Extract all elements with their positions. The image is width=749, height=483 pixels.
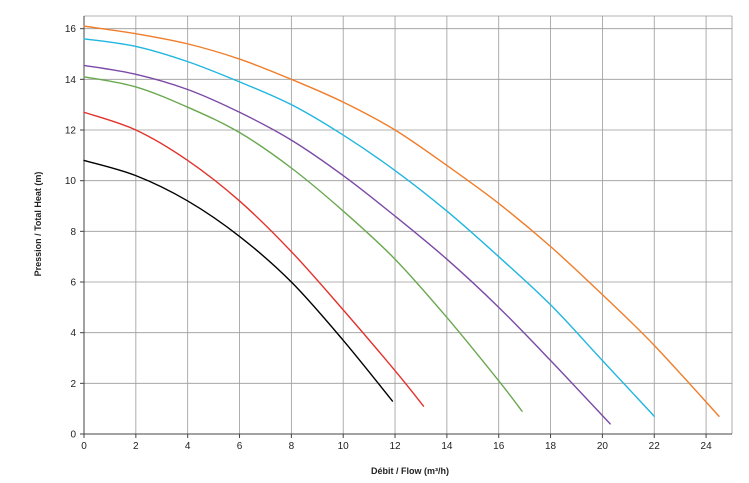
y-tick-label-1: 2 — [70, 379, 76, 390]
series-line-6 — [83, 25, 720, 417]
x-tick-label-10: 20 — [597, 441, 609, 452]
series-line-4 — [83, 64, 611, 425]
x-axis-title: Débit / Flow (m³/h) — [371, 466, 449, 476]
y-tick-label-4: 8 — [70, 227, 76, 238]
series-line-5 — [83, 38, 655, 417]
series-group — [83, 25, 720, 425]
x-tick-label-12: 24 — [701, 441, 713, 452]
x-tick-label-2: 4 — [185, 441, 191, 452]
y-tick-label-3: 6 — [70, 278, 76, 289]
x-tick-label-4: 8 — [289, 441, 295, 452]
y-tick-label-5: 10 — [65, 176, 77, 187]
axes — [80, 16, 732, 438]
x-tick-label-8: 16 — [493, 441, 505, 452]
series-line-2 — [83, 111, 425, 407]
x-tick-label-11: 22 — [649, 441, 661, 452]
y-tick-label-0: 0 — [70, 430, 76, 441]
series-line-3 — [83, 76, 523, 412]
x-tick-label-1: 2 — [133, 441, 139, 452]
series-line-1 — [83, 159, 394, 402]
x-tick-label-7: 14 — [441, 441, 453, 452]
x-tick-label-5: 10 — [338, 441, 350, 452]
x-tick-label-3: 6 — [237, 441, 243, 452]
y-tick-label-8: 16 — [65, 24, 77, 35]
grid-lines — [83, 15, 733, 435]
y-axis-title: Pression / Total Heat (m) — [33, 172, 43, 277]
y-tick-label-2: 4 — [70, 328, 76, 339]
x-tick-label-6: 12 — [389, 441, 401, 452]
x-tick-label-9: 18 — [545, 441, 557, 452]
y-tick-label-7: 14 — [65, 75, 77, 86]
y-tick-label-6: 12 — [65, 126, 77, 137]
x-tick-label-0: 0 — [81, 441, 87, 452]
